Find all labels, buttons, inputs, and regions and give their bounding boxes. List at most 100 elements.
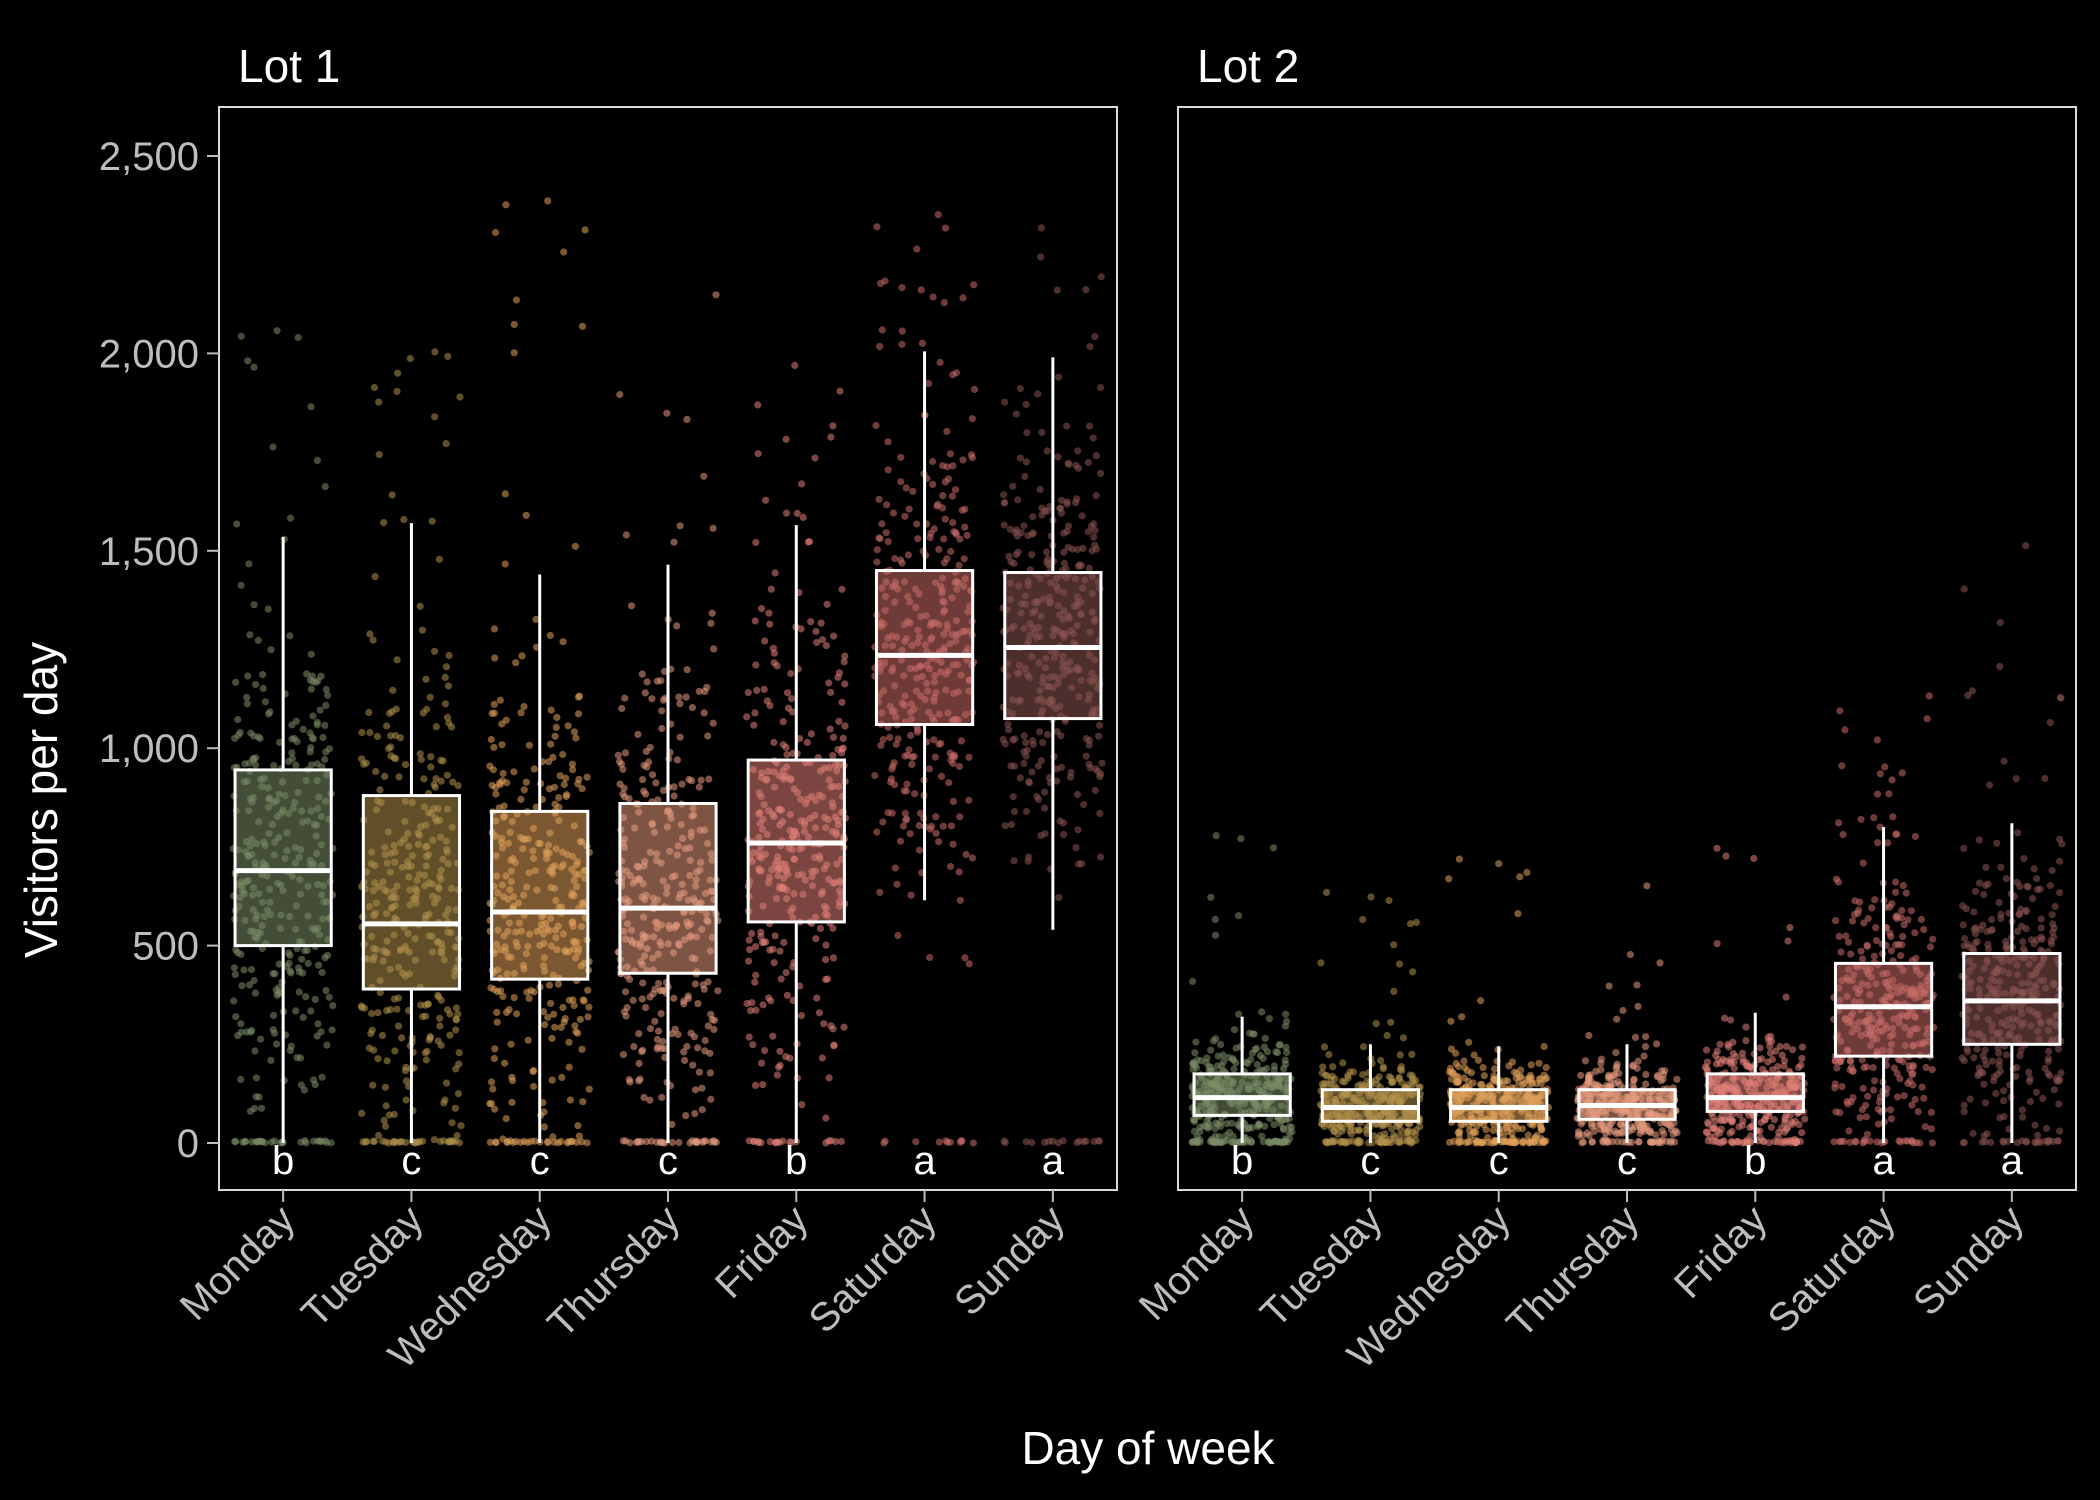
data-point: [259, 671, 267, 679]
data-point: [1836, 1138, 1844, 1146]
data-point: [422, 1056, 430, 1064]
boxplot-tuesday: [1320, 1044, 1421, 1143]
data-point: [1866, 1137, 1874, 1145]
data-point: [827, 1022, 835, 1030]
data-point: [710, 645, 718, 653]
data-point: [820, 1020, 828, 1028]
data-point: [1859, 955, 1867, 963]
data-point: [1028, 768, 1036, 776]
data-point: [905, 505, 913, 513]
data-point: [444, 682, 453, 690]
data-point: [663, 409, 671, 417]
data-point: [654, 979, 663, 988]
data-point: [682, 1112, 690, 1120]
data-point: [934, 211, 942, 219]
data-point: [670, 538, 678, 546]
data-point: [380, 1116, 388, 1124]
data-point: [670, 792, 678, 800]
data-point: [456, 393, 464, 401]
data-point: [1858, 1056, 1866, 1064]
data-point: [559, 750, 567, 759]
data-point: [436, 1022, 444, 1030]
data-point: [1029, 513, 1037, 521]
data-point: [1893, 914, 1901, 923]
data-point: [767, 585, 775, 593]
data-point: [1619, 1006, 1627, 1015]
data-point: [1222, 1131, 1230, 1140]
data-point: [917, 286, 925, 294]
data-point: [1395, 960, 1404, 968]
data-point: [633, 1138, 641, 1146]
data-point: [233, 520, 241, 528]
data-point: [2013, 1139, 2021, 1147]
data-point: [267, 646, 275, 654]
data-point: [1054, 453, 1062, 461]
data-point: [545, 785, 554, 793]
data-point: [1282, 1010, 1290, 1018]
group-letter: b: [1744, 1139, 1766, 1183]
y-tick-label: 1,500: [99, 530, 199, 574]
data-point: [254, 636, 262, 645]
data-point: [1973, 1045, 1981, 1053]
data-point: [314, 1020, 322, 1028]
data-point: [1854, 909, 1862, 917]
data-point: [675, 1138, 683, 1147]
group-letter: c: [658, 1139, 678, 1183]
data-point: [1873, 790, 1882, 798]
data-point: [913, 245, 921, 253]
data-point: [1359, 1071, 1367, 1079]
data-point: [786, 1054, 794, 1062]
data-point: [619, 790, 627, 798]
data-point: [1383, 1031, 1391, 1040]
data-point: [1703, 1128, 1711, 1136]
data-point: [1857, 815, 1865, 823]
data-point: [1254, 1123, 1262, 1131]
data-point: [1324, 1138, 1332, 1146]
data-point: [286, 632, 294, 640]
data-point: [1739, 1117, 1747, 1125]
data-point: [779, 1137, 787, 1145]
data-point: [1220, 1057, 1228, 1065]
data-point: [292, 761, 300, 769]
data-point: [841, 652, 849, 660]
data-point: [830, 1041, 838, 1049]
data-point: [1189, 1138, 1197, 1146]
data-point: [382, 1102, 390, 1110]
data-point: [947, 547, 955, 556]
data-point: [1378, 1137, 1386, 1145]
data-point: [915, 846, 924, 854]
data-point: [1613, 1015, 1621, 1023]
data-point: [1037, 832, 1045, 840]
data-point: [1028, 551, 1036, 559]
data-point: [1097, 770, 1105, 778]
data-point: [649, 771, 657, 779]
data-point: [437, 1041, 445, 1049]
data-point: [903, 780, 911, 788]
data-point: [539, 1008, 548, 1016]
data-point: [287, 1042, 295, 1050]
data-point: [1078, 512, 1086, 520]
data-point: [1765, 1037, 1773, 1045]
data-point: [1090, 533, 1098, 541]
data-point: [1385, 1073, 1393, 1081]
data-point: [1470, 1051, 1478, 1059]
data-point: [381, 1083, 389, 1091]
data-point: [813, 638, 821, 647]
data-point: [1455, 1138, 1463, 1146]
data-point: [306, 748, 314, 756]
data-point: [1886, 1106, 1895, 1114]
data-point: [1372, 1020, 1380, 1028]
data-point: [698, 1106, 706, 1114]
data-point: [288, 754, 296, 763]
data-point: [1607, 1074, 1615, 1082]
data-point: [1786, 1139, 1794, 1147]
data-point: [502, 201, 510, 209]
data-point: [1082, 752, 1090, 760]
box: [874, 569, 975, 727]
data-point: [655, 1027, 663, 1035]
data-point: [670, 994, 678, 1002]
data-point: [960, 555, 968, 563]
data-point: [490, 1054, 498, 1063]
data-point: [646, 1025, 655, 1033]
